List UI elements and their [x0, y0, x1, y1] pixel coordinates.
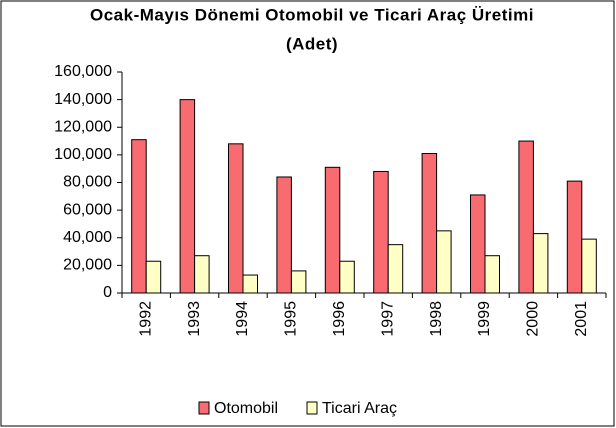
bar [421, 152, 438, 294]
legend-label: Otomobil [214, 400, 278, 417]
y-tick-label: 40,000 [63, 229, 112, 246]
x-tick-label: 1994 [234, 301, 251, 337]
legend-swatch [306, 401, 318, 415]
y-tick-label: 20,000 [63, 257, 112, 274]
bar [242, 274, 258, 294]
y-tick-label: 100,000 [54, 146, 112, 163]
bar [194, 255, 210, 294]
bar [373, 170, 389, 294]
x-tick-label: 2001 [573, 301, 590, 337]
bar [470, 194, 486, 294]
legend-swatch [198, 401, 210, 415]
bar [179, 99, 196, 294]
x-tick-label: 2000 [525, 301, 542, 337]
bar [131, 139, 147, 294]
x-tick-label: 1995 [283, 301, 300, 337]
y-tick-label: 60,000 [63, 201, 112, 218]
bar [339, 260, 355, 294]
bar [228, 143, 244, 294]
legend-label: Ticari Araç [322, 400, 397, 417]
x-tick-label: 1999 [476, 301, 493, 337]
y-tick-label: 160,000 [54, 63, 112, 80]
bar [387, 244, 404, 294]
y-tick-label: 120,000 [54, 118, 112, 135]
x-tick-label: 1998 [428, 301, 445, 337]
y-tick-label: 80,000 [63, 174, 112, 191]
bar [145, 260, 162, 294]
x-tick-label: 1992 [137, 301, 154, 337]
x-tick-label: 1997 [379, 301, 396, 337]
bar [518, 140, 534, 294]
bar [581, 238, 597, 294]
bar [276, 176, 292, 294]
chart-title: Ocak-Mayıs Dönemi Otomobil ve Ticari Ara… [90, 5, 534, 24]
bar [324, 166, 341, 294]
x-tick-label: 1996 [331, 301, 348, 337]
y-tick-label: 140,000 [54, 91, 112, 108]
bar [436, 230, 452, 294]
bar [566, 180, 583, 294]
y-tick-label: 0 [103, 284, 112, 301]
bar [290, 270, 307, 294]
chart-title: (Adet) [286, 34, 338, 53]
bar [532, 233, 549, 294]
x-tick-label: 1993 [186, 301, 203, 337]
bar [484, 255, 500, 294]
